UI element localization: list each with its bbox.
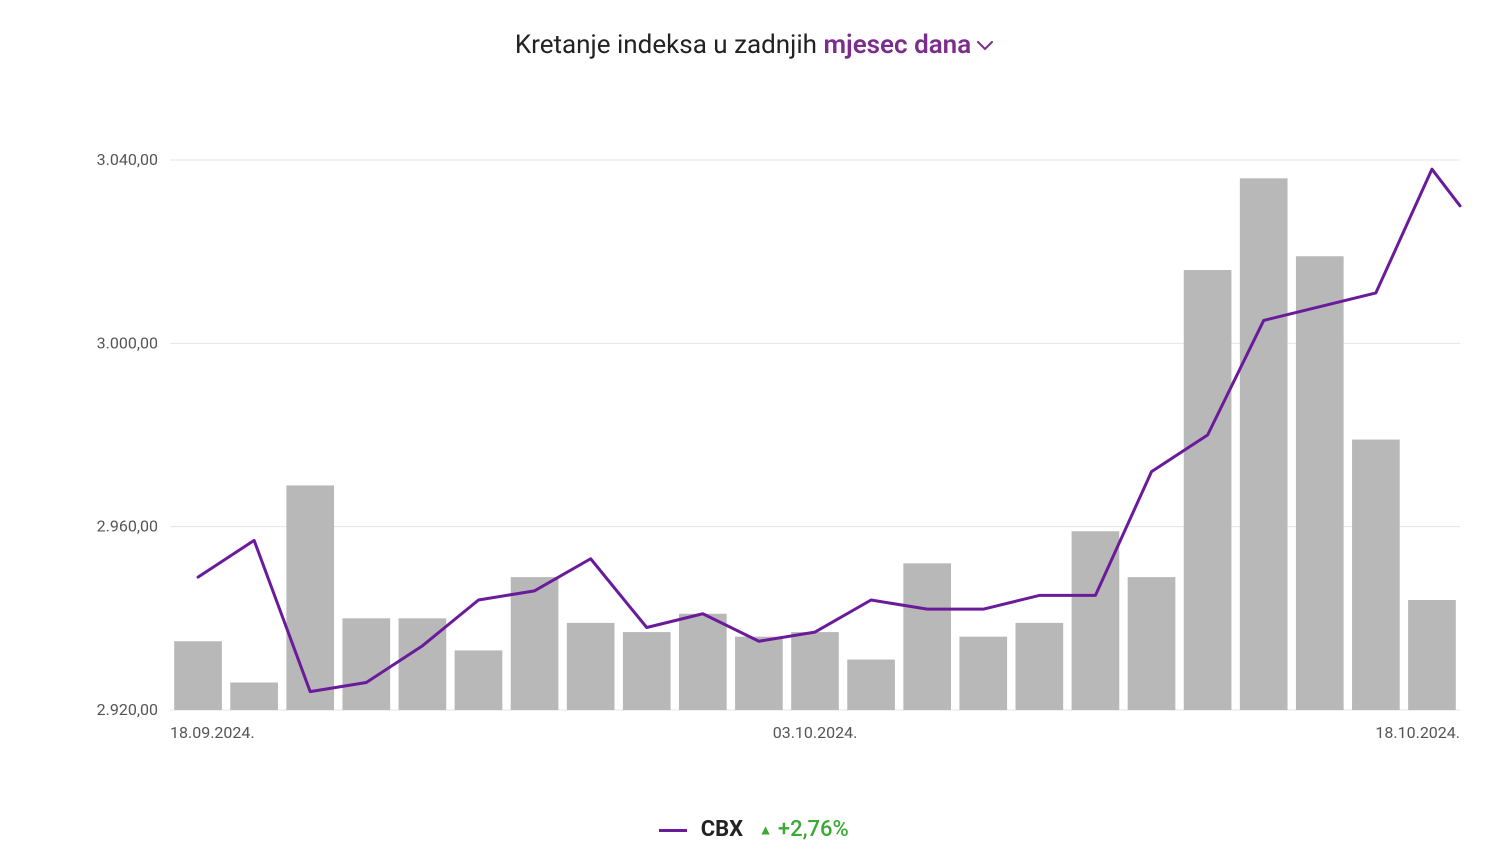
bar	[1408, 600, 1456, 710]
y-axis-label: 2.920,00	[97, 700, 158, 719]
chart-title: Kretanje indeksa u zadnjih mjesec dana	[40, 30, 1468, 60]
bar	[735, 637, 783, 710]
title-accent-text: mjesec dana	[823, 30, 971, 60]
bar	[174, 641, 222, 710]
bar	[1240, 178, 1288, 710]
chart-legend: CBX ▲ +2,76%	[40, 817, 1468, 842]
chevron-down-icon	[977, 41, 993, 51]
legend-delta: ▲ +2,76%	[759, 817, 849, 842]
bar	[1184, 270, 1232, 710]
triangle-up-icon: ▲	[759, 823, 773, 839]
x-axis-label: 18.09.2024.	[170, 723, 255, 742]
bar	[342, 618, 390, 710]
bar	[623, 632, 671, 710]
bar	[1296, 256, 1344, 710]
chart-area: 2.920,00 2.960,00 3.000,00 3.040,00 18.09.20…	[40, 70, 1468, 787]
bar	[1128, 577, 1176, 710]
legend-line-swatch	[659, 829, 687, 832]
bar	[455, 650, 503, 710]
legend-series-name: CBX	[701, 817, 743, 842]
bar	[511, 577, 559, 710]
bar	[286, 485, 334, 710]
bar	[679, 614, 727, 710]
y-axis-label: 3.000,00	[97, 333, 158, 352]
bar	[1016, 623, 1064, 710]
y-axis-label: 3.040,00	[97, 150, 158, 169]
chart-svg: 2.920,00 2.960,00 3.000,00 3.040,00 18.09.20…	[40, 70, 1468, 750]
bar	[903, 563, 951, 710]
x-axis-label: 18.10.2024.	[1375, 723, 1460, 742]
bar	[847, 660, 895, 710]
period-selector[interactable]: mjesec dana	[823, 30, 993, 60]
bar	[567, 623, 615, 710]
bar	[791, 632, 839, 710]
title-prefix: Kretanje indeksa u zadnjih	[515, 30, 824, 60]
x-axis-label: 03.10.2024.	[773, 723, 858, 742]
y-axis-label: 2.960,00	[97, 517, 158, 536]
bar	[230, 683, 278, 711]
bar	[1352, 440, 1400, 710]
legend-delta-text: +2,76%	[778, 817, 849, 842]
bar	[959, 637, 1007, 710]
